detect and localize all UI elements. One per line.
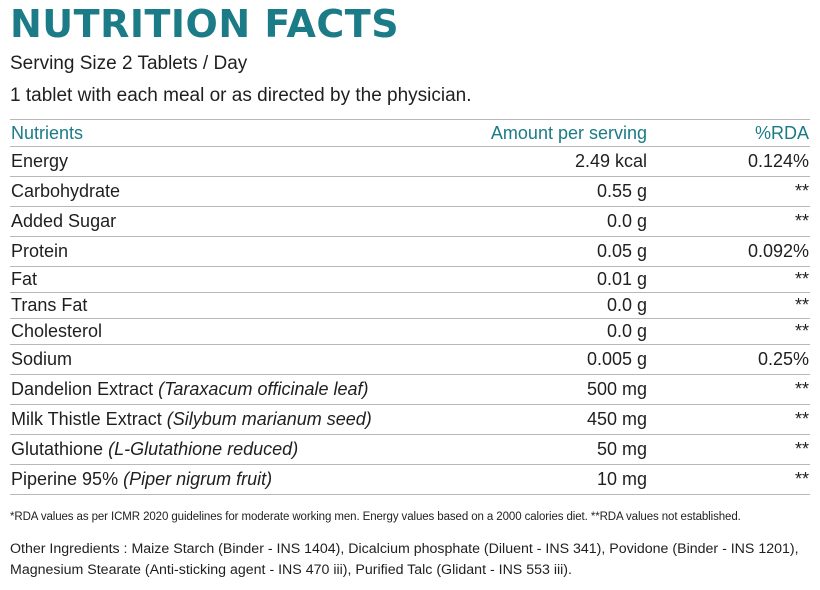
- table-row: Protein 0.05 g 0.092%: [10, 236, 810, 267]
- nutrition-table: Nutrients Amount per serving %RDA Energy…: [10, 119, 810, 495]
- nutrient-rda: **: [648, 266, 810, 293]
- nutrient-name: Energy: [10, 146, 436, 177]
- nutrient-label: Fat: [11, 269, 38, 289]
- nutrient-rda: **: [648, 292, 810, 319]
- botanical-source: (L-Glutathione reduced): [108, 439, 299, 459]
- nutrient-name: Piperine 95% (Piper nigrum fruit): [10, 464, 436, 495]
- table-header-row: Nutrients Amount per serving %RDA: [10, 119, 810, 147]
- nutrient-label: Milk Thistle Extract: [11, 409, 167, 429]
- nutrient-label: Dandelion Extract: [11, 379, 159, 399]
- nutrient-name: Dandelion Extract (Taraxacum officinale …: [10, 374, 436, 405]
- nutrient-rda: **: [648, 206, 810, 237]
- nutrient-amount: 0.01 g: [436, 266, 648, 293]
- nutrient-amount: 2.49 kcal: [436, 146, 648, 177]
- nutrient-name: Carbohydrate: [10, 176, 436, 207]
- nutrient-label: Glutathione: [11, 439, 109, 459]
- table-row: Dandelion Extract (Taraxacum officinale …: [10, 374, 810, 405]
- table-row: Cholesterol 0.0 g **: [10, 318, 810, 345]
- nutrient-label: Trans Fat: [11, 295, 88, 315]
- nutrient-amount: 0.0 g: [436, 318, 648, 345]
- table-row: Energy 2.49 kcal 0.124%: [10, 146, 810, 177]
- nutrient-name: Glutathione (L-Glutathione reduced): [10, 434, 436, 465]
- nutrient-rda: **: [648, 176, 810, 207]
- nutrient-name: Fat: [10, 266, 436, 293]
- table-row: Carbohydrate 0.55 g **: [10, 176, 810, 207]
- nutrient-amount: 0.0 g: [436, 292, 648, 319]
- nutrient-label: Protein: [11, 241, 69, 261]
- botanical-source: (Silybum marianum seed): [166, 409, 372, 429]
- nutrient-label: Added Sugar: [11, 211, 117, 231]
- nutrient-amount: 0.005 g: [436, 344, 648, 375]
- serving-size: Serving Size 2 Tablets / Day: [10, 53, 248, 74]
- nutrient-name: Trans Fat: [10, 292, 436, 319]
- nutrient-label: Piperine 95%: [11, 469, 124, 489]
- botanical-source: (Piper nigrum fruit): [123, 469, 273, 489]
- nutrient-name: Added Sugar: [10, 206, 436, 237]
- directions: 1 tablet with each meal or as directed b…: [10, 85, 472, 106]
- nutrient-rda: **: [648, 464, 810, 495]
- header-rda: %RDA: [648, 119, 810, 147]
- nutrient-rda: **: [648, 434, 810, 465]
- nutrient-rda: 0.124%: [648, 146, 810, 177]
- table-row: Glutathione (L-Glutathione reduced) 50 mg…: [10, 434, 810, 465]
- nutrient-label: Energy: [11, 151, 69, 171]
- table-row: Piperine 95% (Piper nigrum fruit) 10 mg **: [10, 464, 810, 495]
- nutrient-amount: 0.55 g: [436, 176, 648, 207]
- nutrient-amount: 0.0 g: [436, 206, 648, 237]
- nutrient-amount: 500 mg: [436, 374, 648, 405]
- header-amount: Amount per serving: [436, 119, 648, 147]
- nutrient-name: Cholesterol: [10, 318, 436, 345]
- table-row: Fat 0.01 g **: [10, 266, 810, 293]
- nutrient-name: Milk Thistle Extract (Silybum marianum s…: [10, 404, 436, 435]
- nutrient-name: Sodium: [10, 344, 436, 375]
- table-row: Sodium 0.005 g 0.25%: [10, 344, 810, 375]
- table-row: Milk Thistle Extract (Silybum marianum s…: [10, 404, 810, 435]
- other-ingredients: Other Ingredients : Maize Starch (Binder…: [10, 541, 799, 578]
- table-row: Added Sugar 0.0 g **: [10, 206, 810, 237]
- nutrient-rda: **: [648, 318, 810, 345]
- table-row: Trans Fat 0.0 g **: [10, 292, 810, 319]
- nutrient-label: Sodium: [11, 349, 73, 369]
- nutrient-label: Cholesterol: [11, 321, 103, 341]
- rda-footnote: *RDA values as per ICMR 2020 guidelines …: [10, 511, 741, 523]
- nutrient-amount: 10 mg: [436, 464, 648, 495]
- nutrient-name: Protein: [10, 236, 436, 267]
- nutrient-amount: 50 mg: [436, 434, 648, 465]
- nutrient-amount: 0.05 g: [436, 236, 648, 267]
- nutrient-rda: 0.25%: [648, 344, 810, 375]
- nutrient-label: Carbohydrate: [11, 181, 121, 201]
- botanical-source: (Taraxacum officinale leaf): [158, 379, 369, 399]
- header-nutrients: Nutrients: [10, 119, 436, 147]
- nutrient-amount: 450 mg: [436, 404, 648, 435]
- page-title: NUTRITION FACTS: [10, 2, 400, 46]
- nutrient-rda: **: [648, 374, 810, 405]
- nutrient-rda: **: [648, 404, 810, 435]
- nutrient-rda: 0.092%: [648, 236, 810, 267]
